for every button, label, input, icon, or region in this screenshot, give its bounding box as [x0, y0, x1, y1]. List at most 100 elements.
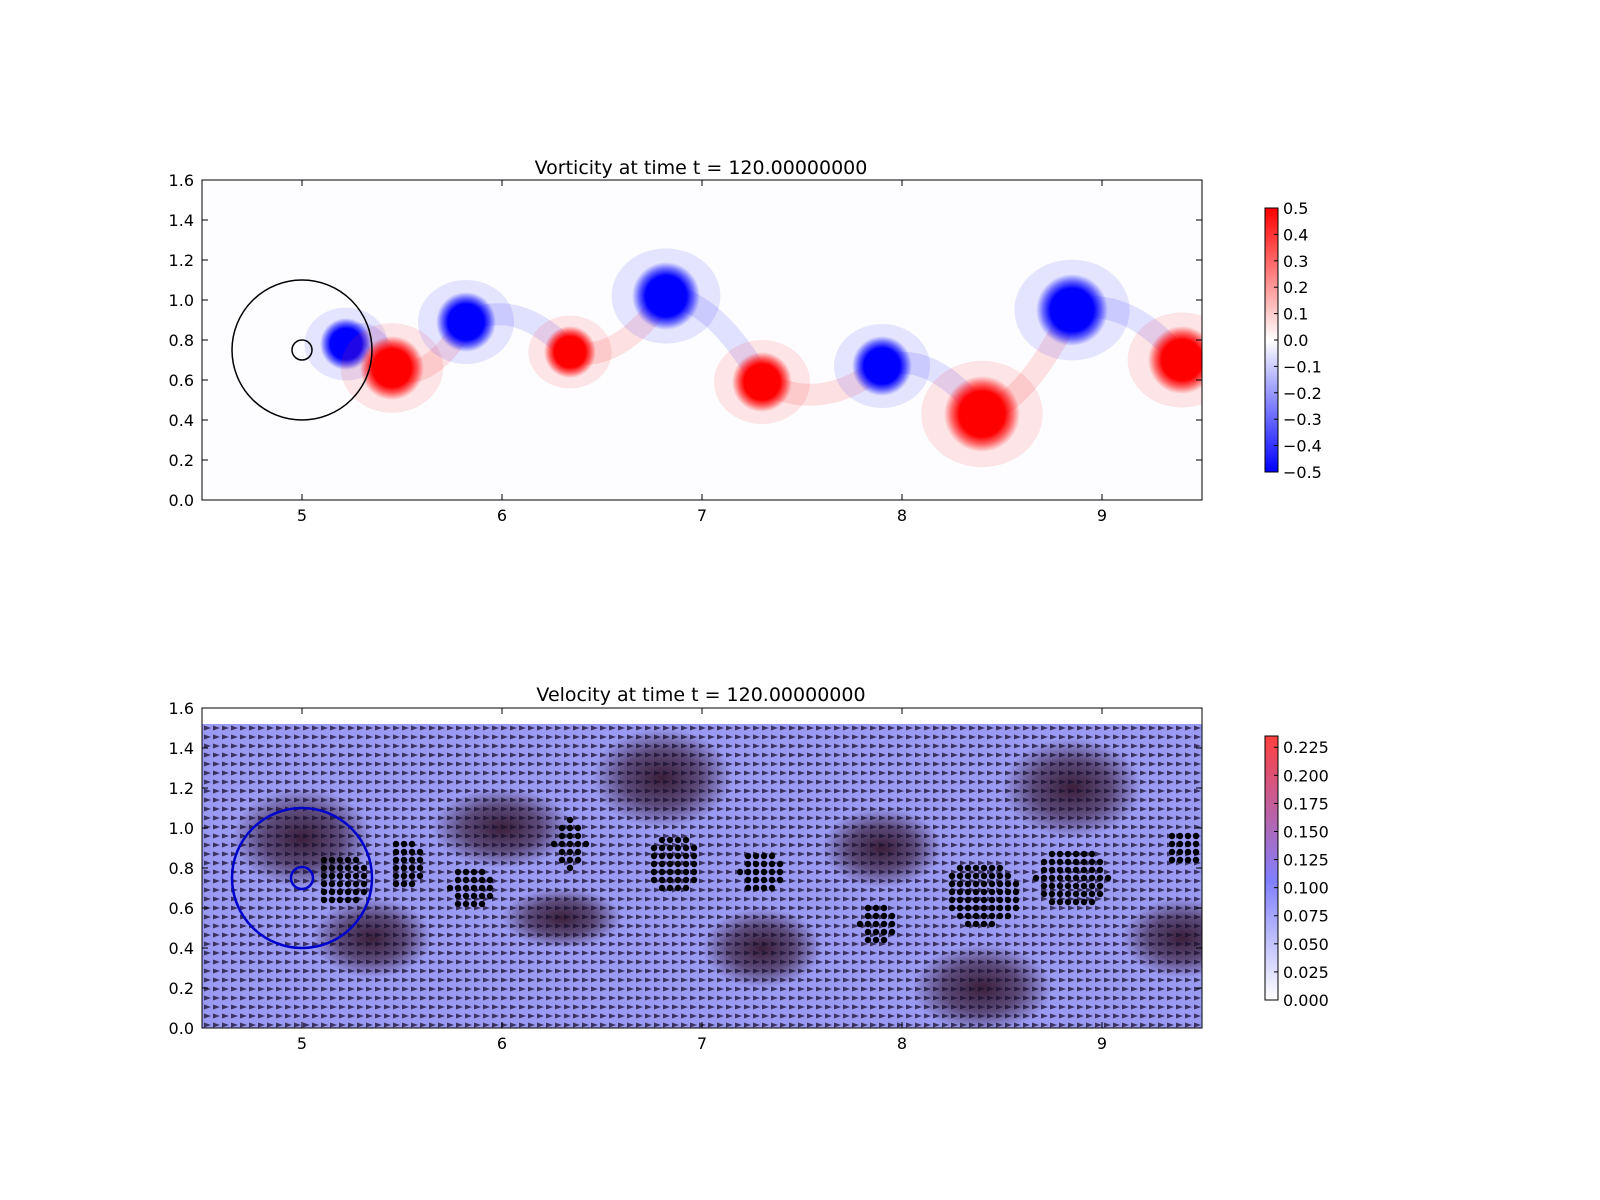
velocity-dot	[1012, 888, 1020, 896]
velocity-dot	[666, 844, 674, 852]
velocity-dot	[392, 864, 400, 872]
velocity-dot	[1064, 850, 1072, 858]
velocity-dot	[454, 876, 462, 884]
vorticity-vortex-negative	[1036, 274, 1108, 346]
vorticity-vortex-negative	[320, 318, 372, 370]
velocity-dot	[736, 868, 744, 876]
velocity-dot	[956, 912, 964, 920]
velocity-dot	[1088, 882, 1096, 890]
velocity-dot	[352, 880, 360, 888]
velocity-dot	[996, 864, 1004, 872]
velocity-dot	[344, 872, 352, 880]
velocity-dot	[956, 904, 964, 912]
velocity-dot	[454, 884, 462, 892]
velocity-dot	[996, 912, 1004, 920]
velocity-dot	[744, 860, 752, 868]
velocity-dot	[336, 888, 344, 896]
vorticity-vortex-negative	[852, 336, 912, 396]
velocity-dot	[360, 888, 368, 896]
velocity-dot	[344, 888, 352, 896]
velocity-dot	[980, 896, 988, 904]
velocity-dot	[1104, 874, 1112, 882]
velocity-quiver-row	[204, 815, 1201, 821]
velocity-dot	[416, 864, 424, 872]
velocity-dot	[328, 896, 336, 904]
velocity-boundary-circle	[289, 865, 315, 891]
velocity-dot	[752, 868, 760, 876]
velocity-dot	[872, 904, 880, 912]
velocity-dot	[880, 920, 888, 928]
velocity-dot-cluster	[320, 856, 368, 904]
velocity-circles	[230, 806, 374, 950]
vorticity-title: Vorticity at time t = 120.00000000	[535, 157, 868, 179]
vorticity-vortex-negative	[632, 262, 700, 330]
velocity-dot	[690, 844, 698, 852]
velocity-title: Velocity at time t = 120.00000000	[536, 684, 865, 706]
velocity-x-tick-label: 5	[297, 1034, 307, 1053]
velocity-dot-cluster	[392, 840, 424, 888]
velocity-quiver-row	[204, 842, 1201, 848]
velocity-dot	[574, 824, 582, 832]
velocity-dot-cluster	[1168, 832, 1200, 864]
velocity-dot	[400, 872, 408, 880]
velocity-dot	[454, 892, 462, 900]
velocity-dot	[336, 864, 344, 872]
velocity-dot	[392, 848, 400, 856]
velocity-dot	[760, 868, 768, 876]
velocity-quiver-row	[204, 914, 1201, 920]
velocity-dot	[1072, 874, 1080, 882]
velocity-dot	[682, 844, 690, 852]
velocity-dot	[470, 884, 478, 892]
velocity-dot	[360, 880, 368, 888]
velocity-dot	[768, 860, 776, 868]
velocity-dot	[752, 852, 760, 860]
velocity-dot	[320, 856, 328, 864]
vorticity-y-tick-label: 1.2	[169, 251, 194, 270]
velocity-dot	[1080, 898, 1088, 906]
velocity-dot	[470, 868, 478, 876]
velocity-dot	[352, 864, 360, 872]
velocity-dot	[1072, 866, 1080, 874]
velocity-dot	[1080, 866, 1088, 874]
velocity-quiver-row	[204, 977, 1201, 983]
velocity-dot	[752, 876, 760, 884]
velocity-dot	[956, 888, 964, 896]
velocity-x-tick-label: 7	[697, 1034, 707, 1053]
velocity-quiver-row	[204, 806, 1201, 812]
velocity-dot	[996, 880, 1004, 888]
velocity-dot	[1088, 850, 1096, 858]
velocity-dot	[658, 868, 666, 876]
velocity-dot	[1184, 832, 1192, 840]
velocity-dot	[674, 884, 682, 892]
velocity-dot	[566, 864, 574, 872]
velocity-dot	[392, 872, 400, 880]
velocity-dot	[558, 840, 566, 848]
vorticity-vortex-positive	[1148, 326, 1202, 394]
velocity-dot	[1096, 874, 1104, 882]
velocity-dot	[872, 920, 880, 928]
velocity-dot	[972, 888, 980, 896]
velocity-dot	[1168, 856, 1176, 864]
vorticity-y-tick-label: 0.2	[169, 451, 194, 470]
velocity-y-tick-label: 1.2	[169, 779, 194, 798]
velocity-dot	[352, 896, 360, 904]
velocity-y-tick-label: 1.4	[169, 739, 194, 758]
velocity-dot	[1184, 856, 1192, 864]
velocity-dot	[996, 904, 1004, 912]
velocity-dot	[988, 888, 996, 896]
velocity-colorbar-label: 0.000	[1283, 991, 1329, 1010]
velocity-dot	[744, 884, 752, 892]
velocity-dot	[566, 840, 574, 848]
velocity-dot	[1064, 858, 1072, 866]
velocity-dot-cluster	[446, 868, 494, 908]
velocity-dot	[1004, 904, 1012, 912]
velocity-dot	[408, 848, 416, 856]
velocity-dot	[1056, 866, 1064, 874]
vorticity-y-tick-label: 0.4	[169, 411, 194, 430]
velocity-dot	[666, 884, 674, 892]
velocity-dot	[1192, 856, 1200, 864]
velocity-dot	[674, 836, 682, 844]
velocity-dot-cluster	[948, 864, 1020, 928]
velocity-dot	[1184, 840, 1192, 848]
